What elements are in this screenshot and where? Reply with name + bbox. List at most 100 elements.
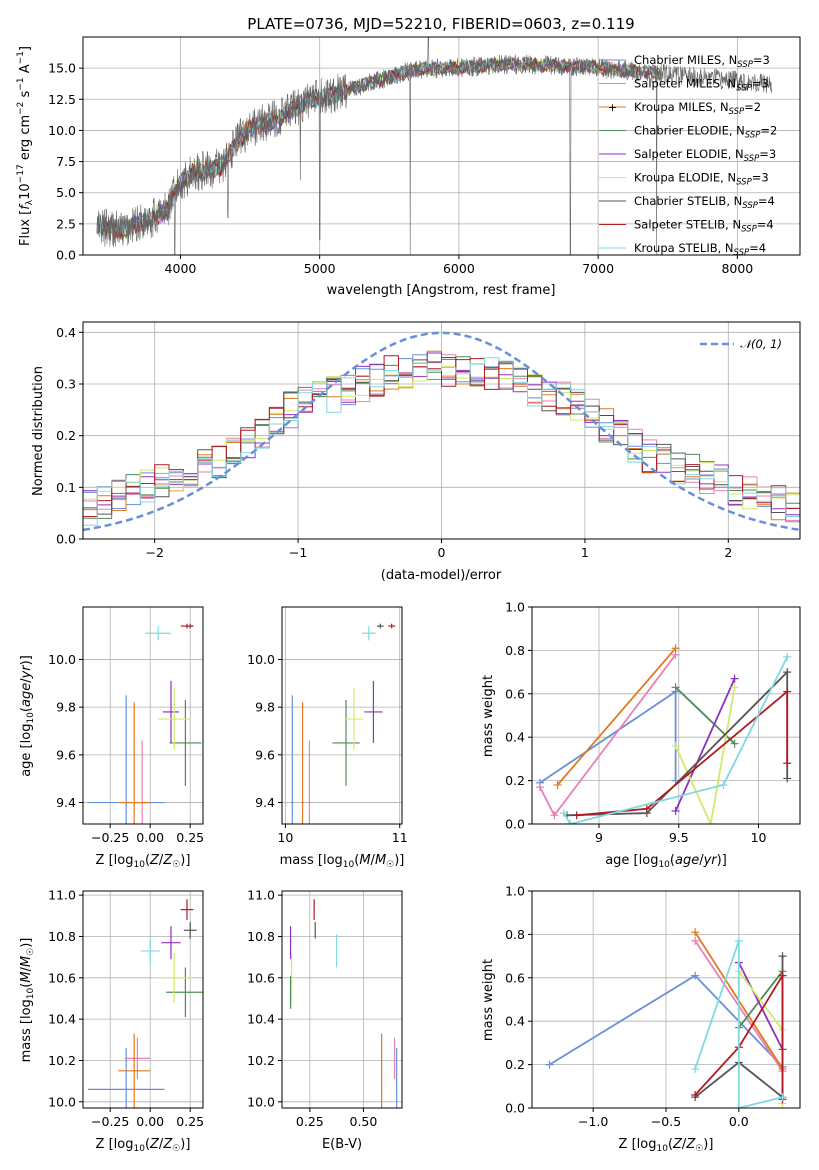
z-age-ylabel: age [log10(age/yr)] — [19, 655, 36, 777]
mass-age-grid — [282, 607, 402, 824]
z-age-frame — [82, 606, 204, 825]
spectrum-lines — [96, 37, 773, 255]
y-tick-label: 10.6 — [247, 970, 275, 985]
y-tick-label: 9.4 — [255, 795, 275, 810]
mass-age-ticks: 10 11 9.4 9.6 9.8 10.0 — [247, 652, 408, 845]
y-tick-label: 0.0 — [505, 1101, 525, 1116]
x-tick-label: 0 — [438, 545, 446, 560]
y-tick-label: 10.0 — [48, 123, 76, 138]
series-marker — [671, 741, 680, 750]
y-tick-label: 0.4 — [56, 325, 76, 340]
y-tick-label: 1.0 — [505, 600, 525, 615]
spectrum-legend: Chabrier MILES, NSSP=3 Salpeter MILES, NS… — [599, 53, 777, 258]
series-marker — [691, 928, 700, 937]
y-tick-label: 0.3 — [56, 377, 76, 392]
series-marker — [535, 783, 544, 792]
y-tick-label: 5.0 — [56, 185, 76, 200]
z-weight-lines — [545, 928, 787, 1108]
y-tick-label: 9.4 — [56, 795, 76, 810]
y-tick-label: 0.2 — [505, 773, 525, 788]
z-mass-points — [87, 899, 203, 1108]
y-tick-label: 10.4 — [247, 1012, 275, 1027]
y-tick-label: 10.8 — [48, 929, 76, 944]
y-tick-label: 10.0 — [247, 1094, 275, 1109]
series-marker — [550, 811, 559, 820]
legend-label-chabrier-elodie: Chabrier ELODIE, NSSP=2 — [634, 124, 777, 141]
series-marker — [691, 1064, 700, 1073]
y-tick-label: 10.0 — [48, 1094, 76, 1109]
x-tick-label: 0.00 — [136, 830, 164, 845]
y-tick-label: 10.0 — [48, 652, 76, 667]
observed-spectrum-line — [96, 37, 773, 255]
age-weight-xlabel: age [log10(age/yr)] — [605, 853, 727, 870]
series-marker — [671, 683, 680, 692]
z-weight-xlabel: Z [log10(Z/Z☉)] — [619, 1137, 714, 1154]
spectrum-frame — [82, 36, 801, 256]
legend-label-kroupa-stelib: Kroupa STELIB, NSSP=4 — [634, 241, 766, 258]
mass-age-points — [291, 623, 396, 824]
point-salpeter-miles — [124, 1037, 151, 1080]
y-tick-label: 15.0 — [48, 61, 76, 76]
y-tick-label: 0.0 — [56, 532, 76, 547]
y-tick-label: 10.4 — [48, 1012, 76, 1027]
residual-histogram — [83, 357, 800, 539]
x-tick-label: 6000 — [443, 261, 475, 276]
residuals-xlabel: (data-model)/error — [381, 568, 502, 583]
series-marker — [719, 780, 728, 789]
series-marker — [778, 952, 787, 961]
y-tick-label: 1.0 — [505, 884, 525, 899]
series-marker — [572, 811, 581, 820]
spectrum-ylabel: Flux [fλ10−17 erg cm−2 s−1 A−1] — [16, 46, 35, 246]
series-line — [694, 972, 784, 1100]
legend-label-kroupa-miles: Kroupa MILES, NSSP=2 — [634, 100, 761, 117]
y-tick-label: 0.0 — [56, 248, 76, 263]
age-weight-panel: 9 9.5 10 0.0 0.2 0.4 0.6 0.8 1.0 age [log10(age/… — [481, 600, 801, 870]
gaussian-legend-label: 𝒩(0, 1) — [740, 337, 782, 351]
series-kroupa-miles — [553, 644, 680, 789]
series-salpeter-stelib — [572, 687, 792, 820]
legend-label-chabrier-miles: Chabrier MILES, NSSP=3 — [634, 53, 770, 70]
point-kroupa-stelib — [145, 626, 171, 641]
series-marker — [671, 644, 680, 653]
y-tick-label: 10.2 — [247, 1053, 275, 1068]
x-tick-label: 4000 — [165, 261, 197, 276]
series-marker — [730, 674, 739, 683]
z-weight-ticks: −1.0 −0.5 0.0 0.0 0.2 0.4 0.6 0.8 1.0 — [505, 884, 749, 1130]
x-tick-label: 2 — [724, 545, 732, 560]
ebv-mass-points — [289, 899, 398, 1108]
x-tick-label: −0.25 — [91, 1114, 129, 1129]
series-marker — [783, 652, 792, 661]
legend-label-kroupa-elodie: Kroupa ELODIE, NSSP=3 — [634, 171, 769, 188]
y-tick-label: 10.6 — [48, 970, 76, 985]
series-line — [563, 656, 789, 824]
spectrum-xlabel: wavelength [Angstrom, rest frame] — [327, 283, 556, 298]
y-tick-label: 10.2 — [48, 1053, 76, 1068]
z-mass-grid — [83, 891, 203, 1108]
y-tick-label: 9.8 — [255, 700, 275, 715]
x-tick-label: 9.5 — [669, 830, 689, 845]
x-tick-label: −1 — [289, 545, 307, 560]
series-marker — [691, 1090, 700, 1099]
y-tick-label: 0.2 — [56, 428, 76, 443]
series-marker — [783, 687, 792, 696]
point-kroupa-stelib — [362, 626, 376, 641]
mass-age-xlabel: mass [log10(M/M☉)] — [280, 853, 405, 870]
point-kroupa-miles — [118, 1033, 151, 1108]
legend-label-salpeter-elodie: Salpeter ELODIE, NSSP=3 — [634, 147, 776, 164]
series-marker — [706, 820, 715, 824]
y-tick-label: 0.0 — [505, 817, 525, 832]
series-marker — [734, 936, 743, 945]
z-mass-ylabel: mass [log10(M/M☉)] — [19, 938, 36, 1063]
residual-histogram — [83, 357, 800, 539]
residuals-ticks: −2 −1 0 1 2 0.0 0.1 0.2 0.3 0.4 — [56, 325, 732, 560]
residuals-panel: −2 −1 0 1 2 0.0 0.1 0.2 0.3 0.4 (data-model)/erro… — [31, 321, 801, 583]
z-mass-xlabel: Z [log10(Z/Z☉)] — [96, 1137, 191, 1154]
legend-marker: + — [608, 101, 617, 114]
x-tick-label: 0.0 — [729, 1114, 749, 1129]
mass-age-panel: 10 11 9.4 9.6 9.8 10.0 mass [log10(M/M☉)] — [247, 606, 408, 870]
point-salpeter-stelib — [180, 623, 194, 629]
x-tick-label: 1 — [581, 545, 589, 560]
age-weight-ticks: 9 9.5 10 0.0 0.2 0.4 0.6 0.8 1.0 — [505, 600, 766, 846]
legend-label-chabrier-stelib: Chabrier STELIB, NSSP=4 — [634, 194, 775, 211]
